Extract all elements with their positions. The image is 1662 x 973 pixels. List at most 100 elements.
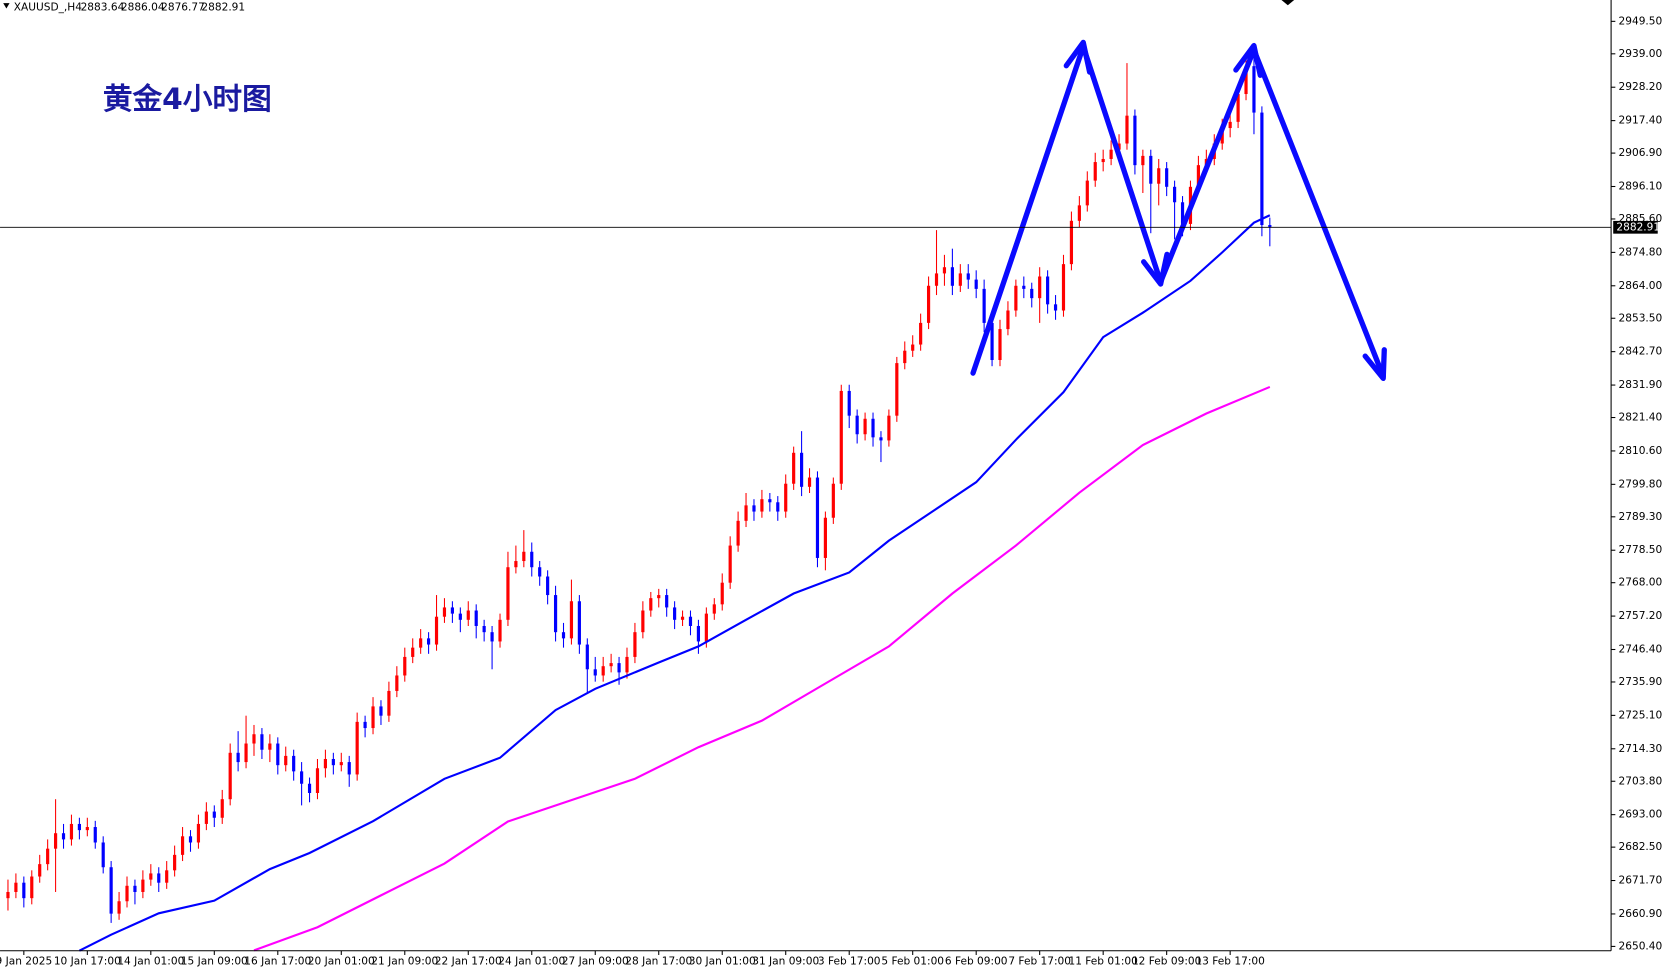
- candle-body: [538, 567, 542, 577]
- candle-body: [1228, 121, 1232, 129]
- candle-body: [792, 452, 796, 484]
- candle-body: [657, 595, 661, 599]
- header-low: 2876.77: [161, 1, 205, 13]
- candle-body: [1268, 225, 1272, 228]
- candle-body: [609, 663, 613, 667]
- plot-area: [6, 53, 1272, 952]
- candle-body: [1196, 165, 1200, 187]
- candle-body: [950, 267, 954, 286]
- candle-body: [807, 477, 812, 487]
- candle-body: [617, 663, 621, 673]
- candle-body: [204, 811, 208, 824]
- candle-body: [839, 390, 843, 484]
- y-tick-label: 2874.80: [1619, 246, 1662, 258]
- candle-body: [847, 390, 851, 416]
- candle-body: [561, 632, 566, 639]
- candle-body: [315, 768, 320, 794]
- candle-body: [1133, 115, 1137, 166]
- candle-body: [355, 721, 359, 775]
- candle-body: [474, 610, 478, 626]
- candle-body: [363, 721, 367, 729]
- candle-body: [625, 656, 629, 673]
- arrowhead: [1362, 347, 1387, 382]
- candle-body: [1141, 155, 1145, 166]
- candle-body: [53, 833, 58, 849]
- x-tick-label: 21 Jan 09:00: [371, 955, 438, 967]
- candle-body: [1014, 285, 1018, 311]
- candle-body: [1046, 276, 1050, 305]
- candle-body: [585, 644, 589, 670]
- menu-triangle[interactable]: [3, 3, 10, 9]
- candle-body: [109, 867, 113, 914]
- candle-body: [1053, 304, 1058, 311]
- candle-body: [1061, 264, 1066, 311]
- candle-body: [38, 864, 42, 877]
- candle-body: [1038, 276, 1042, 299]
- x-tick-label: 10 Jan 17:00: [54, 955, 121, 967]
- y-tick-label: 2853.50: [1619, 312, 1662, 324]
- candle-body: [601, 666, 605, 676]
- y-tick-label: 2928.20: [1619, 81, 1662, 93]
- x-tick-label: 13 Feb 17:00: [1195, 955, 1265, 967]
- y-tick-label: 2939.00: [1619, 48, 1662, 60]
- candle-body: [466, 610, 470, 620]
- x-tick-label: 16 Jan 17:00: [244, 955, 311, 967]
- candle-body: [815, 477, 820, 558]
- x-tick-label: 20 Jan 01:00: [308, 955, 375, 967]
- candle-body: [546, 576, 550, 596]
- y-tick-label: 2746.40: [1619, 643, 1662, 655]
- y-tick-label: 2831.90: [1619, 379, 1662, 391]
- candle-body: [101, 842, 105, 868]
- candle-body: [268, 743, 272, 750]
- x-tick-label: 15 Jan 09:00: [181, 955, 248, 967]
- candle-body: [800, 452, 804, 487]
- candle-body: [6, 891, 10, 899]
- candle-body: [1109, 149, 1113, 159]
- candle-body: [252, 734, 256, 744]
- candle-body: [823, 517, 827, 558]
- candle-body: [236, 752, 240, 763]
- candle-body: [1101, 158, 1105, 163]
- candle-body: [768, 499, 772, 503]
- header-close: 2882.91: [201, 1, 245, 13]
- candle-body: [1093, 162, 1097, 181]
- candle-body: [426, 638, 431, 645]
- candle-body: [1236, 94, 1240, 122]
- x-tick-label: 7 Feb 17:00: [1008, 955, 1071, 967]
- candle-body: [895, 363, 899, 416]
- candle-body: [919, 322, 923, 345]
- y-tick-label: 2789.30: [1619, 511, 1662, 523]
- x-tick-label: 5 Feb 01:00: [881, 955, 944, 967]
- candle-body: [14, 882, 18, 892]
- candle-body: [1165, 168, 1169, 187]
- candle-body: [125, 885, 129, 902]
- moving-average: [253, 385, 1271, 952]
- candle-body: [228, 752, 232, 800]
- y-tick-label: 2842.70: [1619, 346, 1662, 358]
- candle-body: [641, 610, 645, 633]
- candle-body: [1022, 285, 1026, 289]
- candle-body: [593, 669, 597, 676]
- candle-body: [863, 418, 867, 435]
- candle-body: [744, 505, 748, 521]
- candle-body: [1030, 288, 1034, 299]
- x-tick-label: 24 Jan 01:00: [498, 955, 565, 967]
- candle-body: [903, 350, 907, 364]
- candle-body: [1157, 168, 1161, 184]
- y-tick-label: 2693.00: [1619, 809, 1662, 821]
- y-tick-label: 2768.00: [1619, 577, 1662, 589]
- y-tick-label: 2821.40: [1619, 412, 1662, 424]
- x-tick-label: 11 Feb 01:00: [1068, 955, 1138, 967]
- x-tick-label: 9 Jan 2025: [0, 955, 52, 967]
- candle-body: [974, 279, 978, 289]
- candle-body: [958, 273, 962, 286]
- candle-body: [506, 567, 510, 620]
- candle-body: [434, 616, 439, 645]
- candle-body: [450, 607, 454, 614]
- annotation-arrows: [970, 39, 1387, 382]
- candle-body: [871, 418, 875, 438]
- candle-body: [371, 706, 375, 729]
- shift-marker: [1281, 0, 1295, 6]
